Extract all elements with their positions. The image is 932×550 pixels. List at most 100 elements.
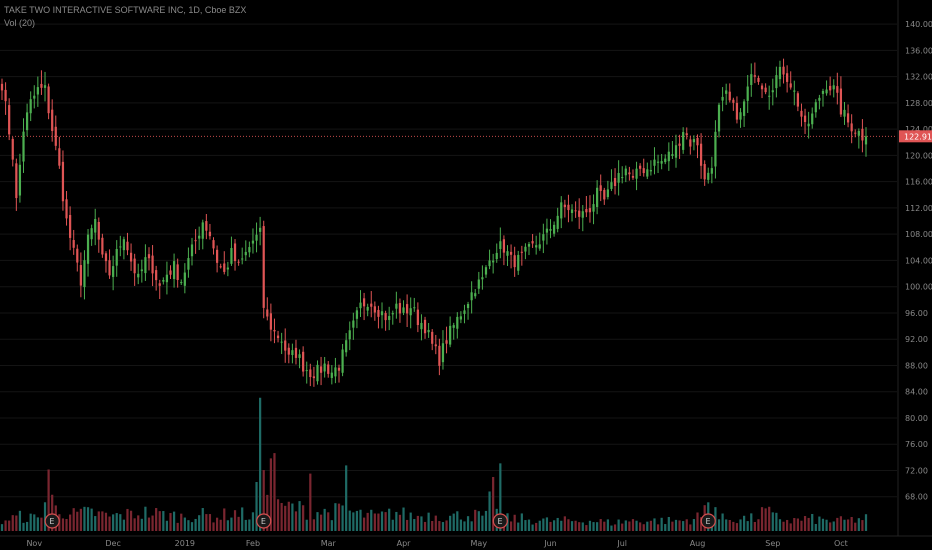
candle-body[interactable] — [316, 364, 319, 382]
candle-body[interactable] — [563, 204, 566, 208]
candle-body[interactable] — [545, 228, 549, 233]
candle-body[interactable] — [129, 252, 133, 262]
candle-body[interactable] — [463, 310, 466, 314]
candle-body[interactable] — [671, 154, 674, 157]
candle-body[interactable] — [201, 222, 204, 239]
candle-body[interactable] — [707, 172, 710, 180]
candle-body[interactable] — [850, 123, 853, 132]
candle-body[interactable] — [846, 113, 850, 123]
candle-body[interactable] — [140, 269, 143, 272]
candle-body[interactable] — [631, 175, 635, 178]
candle-body[interactable] — [391, 313, 394, 315]
candle-body[interactable] — [388, 316, 391, 320]
candle-body[interactable] — [811, 113, 814, 125]
candles[interactable] — [0, 58, 868, 387]
candle-body[interactable] — [499, 241, 502, 249]
candle-body[interactable] — [617, 173, 620, 183]
candle-body[interactable] — [588, 208, 592, 213]
candle-body[interactable] — [8, 105, 11, 135]
candle-body[interactable] — [212, 240, 215, 249]
candle-body[interactable] — [574, 210, 577, 212]
candle-body[interactable] — [596, 187, 599, 207]
candle-body[interactable] — [642, 168, 645, 174]
candle-body[interactable] — [359, 302, 362, 309]
candle-body[interactable] — [466, 304, 470, 309]
candle-body[interactable] — [169, 270, 172, 275]
candle-body[interactable] — [803, 115, 807, 123]
candle-body[interactable] — [535, 245, 538, 248]
candle-body[interactable] — [155, 270, 158, 281]
candle-body[interactable] — [341, 349, 344, 373]
candle-body[interactable] — [305, 370, 308, 372]
candle-body[interactable] — [244, 251, 247, 256]
candle-body[interactable] — [861, 128, 864, 141]
candle-body[interactable] — [104, 253, 108, 262]
candle-body[interactable] — [782, 66, 785, 75]
candle-body[interactable] — [162, 280, 165, 282]
candle-body[interactable] — [137, 273, 140, 278]
candle-body[interactable] — [40, 83, 43, 88]
candle-body[interactable] — [101, 237, 104, 255]
candle-body[interactable] — [549, 229, 552, 231]
candle-body[interactable] — [552, 224, 556, 234]
candle-body[interactable] — [664, 158, 667, 163]
candle-body[interactable] — [147, 254, 151, 259]
candle-body[interactable] — [398, 303, 402, 314]
candle-body[interactable] — [83, 260, 86, 288]
candle-body[interactable] — [714, 131, 717, 167]
candle-body[interactable] — [438, 345, 441, 366]
candle-body[interactable] — [413, 307, 416, 309]
candle-body[interactable] — [61, 161, 65, 202]
candle-body[interactable] — [710, 168, 713, 174]
candle-body[interactable] — [653, 159, 656, 166]
candle-body[interactable] — [682, 132, 685, 150]
candle-body[interactable] — [319, 366, 323, 373]
candle-body[interactable] — [517, 254, 520, 271]
earnings-marker[interactable] — [492, 513, 508, 529]
candle-body[interactable] — [807, 123, 810, 127]
candle-body[interactable] — [69, 214, 72, 238]
candle-body[interactable] — [703, 164, 706, 180]
candle-body[interactable] — [606, 189, 609, 198]
candle-body[interactable] — [355, 310, 359, 319]
candle-body[interactable] — [735, 102, 739, 120]
candle-body[interactable] — [786, 73, 789, 82]
time-axis[interactable]: Nov Dec 2019 Feb Mar Apr May Jun Jul Aug Sep Oct — [0, 535, 932, 548]
candle-body[interactable] — [434, 344, 437, 347]
candle-body[interactable] — [230, 248, 233, 264]
candle-body[interactable] — [674, 145, 678, 158]
price-axis[interactable]: 68.00 72.00 76.00 80.00 84.00 88.00 92.00 96.00… — [897, 0, 932, 536]
candle-body[interactable] — [262, 226, 265, 308]
candle-body[interactable] — [624, 168, 627, 176]
candle-body[interactable] — [649, 170, 653, 172]
candle-body[interactable] — [255, 234, 258, 241]
candle-body[interactable] — [431, 331, 434, 344]
candle-body[interactable] — [76, 248, 79, 263]
candle-body[interactable] — [151, 255, 154, 274]
candle-body[interactable] — [122, 239, 126, 251]
candle-body[interactable] — [266, 309, 269, 317]
candle-body[interactable] — [115, 249, 118, 266]
candle-body[interactable] — [488, 260, 491, 267]
candle-body[interactable] — [771, 90, 774, 93]
candle-body[interactable] — [678, 143, 681, 146]
candle-body[interactable] — [237, 261, 240, 263]
candle-body[interactable] — [793, 90, 796, 92]
candle-body[interactable] — [298, 354, 301, 358]
candle-body[interactable] — [119, 246, 122, 248]
candle-body[interactable] — [25, 112, 29, 131]
candle-body[interactable] — [667, 151, 670, 162]
candle-body[interactable] — [570, 209, 574, 214]
candle-body[interactable] — [725, 90, 728, 94]
candle-body[interactable] — [29, 99, 32, 114]
candle-body[interactable] — [223, 263, 226, 272]
candle-body[interactable] — [635, 168, 638, 179]
candle-body[interactable] — [284, 340, 287, 351]
candle-body[interactable] — [814, 102, 817, 113]
candle-body[interactable] — [796, 93, 799, 107]
candle-body[interactable] — [94, 218, 97, 233]
candle-body[interactable] — [821, 90, 825, 94]
candle-body[interactable] — [36, 87, 39, 95]
candle-body[interactable] — [51, 109, 54, 131]
